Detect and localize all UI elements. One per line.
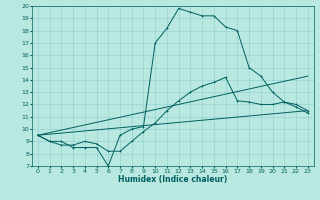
X-axis label: Humidex (Indice chaleur): Humidex (Indice chaleur): [118, 175, 228, 184]
